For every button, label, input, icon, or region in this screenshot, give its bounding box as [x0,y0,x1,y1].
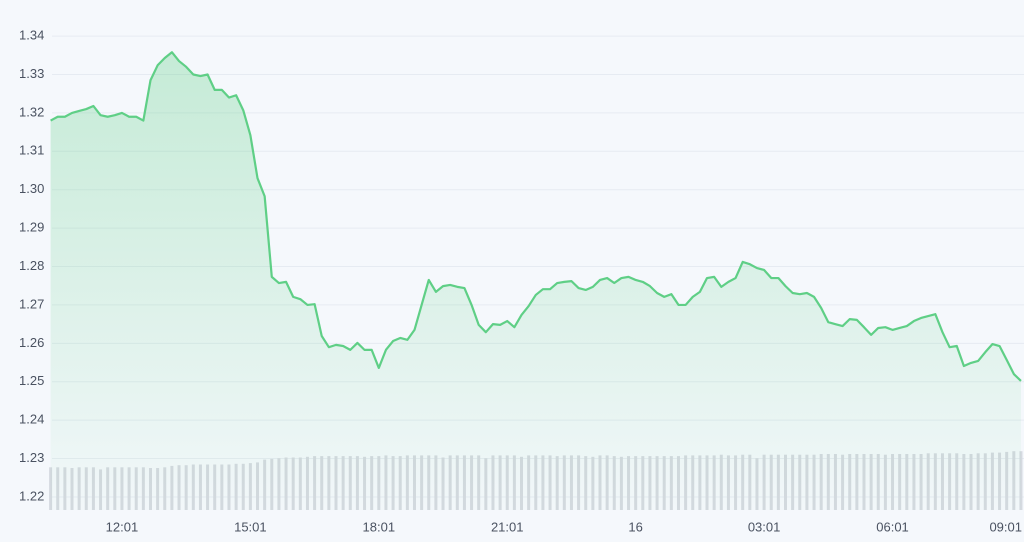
y-tick-label: 1.31 [19,143,44,158]
y-tick-label: 1.23 [19,450,44,465]
y-tick-label: 1.27 [19,296,44,311]
x-tick-label: 16 [628,519,642,534]
x-tick-label: 15:01 [234,519,267,534]
y-tick-label: 1.22 [19,488,44,503]
x-tick-label: 12:01 [106,519,139,534]
y-tick-label: 1.34 [19,28,44,43]
x-tick-label: 03:01 [748,519,781,534]
x-tick-label: 21:01 [491,519,524,534]
y-tick-label: 1.29 [19,220,44,235]
x-tick-label: 18:01 [363,519,396,534]
price-line [50,51,1022,382]
y-tick-label: 1.32 [19,104,44,119]
y-tick-label: 1.26 [19,335,44,350]
x-tick-label: 09:01 [989,519,1022,534]
x-tick-label: 06:01 [876,519,909,534]
area-fill [50,52,1021,510]
y-tick-label: 1.33 [19,66,44,81]
y-tick-label: 1.25 [19,373,44,388]
y-tick-label: 1.24 [19,412,44,427]
y-tick-label: 1.30 [19,181,44,196]
y-tick-label: 1.28 [19,258,44,273]
